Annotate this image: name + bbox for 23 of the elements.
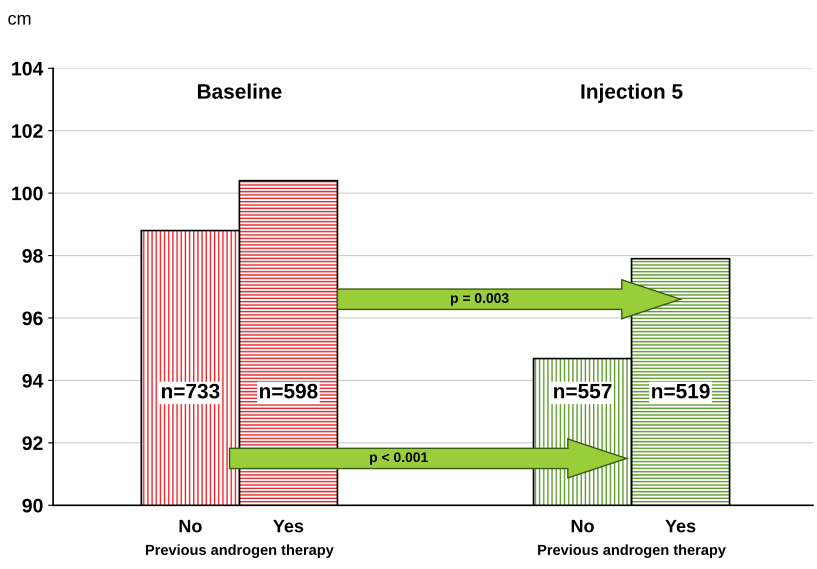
- annotation: Baseline: [198, 84, 282, 99]
- y-tick-label: 92: [22, 436, 43, 450]
- y-tick-label: 104: [12, 62, 44, 76]
- y-tick-label: 94: [22, 374, 44, 388]
- x-tick-label: Yes: [273, 520, 304, 532]
- annotation: Injection 5: [581, 84, 682, 103]
- annotation: p = 0.003: [450, 293, 509, 306]
- annotation: p < 0.001: [370, 452, 428, 465]
- text: Previous androgen therapy: [538, 544, 726, 558]
- x-tick-label: Yes: [665, 520, 696, 532]
- annotation: n=557: [554, 384, 612, 398]
- y-tick-label: 102: [12, 124, 43, 138]
- y-tick-label: 96: [22, 311, 43, 326]
- x-tick-label: No: [572, 520, 594, 532]
- y-tick-label: 100: [12, 186, 43, 200]
- y-tick-label: 90: [22, 498, 43, 513]
- annotation: n=598: [260, 384, 318, 398]
- x-tick-label: No: [180, 520, 202, 532]
- annotation: n=519: [652, 384, 710, 398]
- y-axis-title: cm: [8, 14, 30, 25]
- text: Previous androgen therapy: [146, 544, 334, 558]
- annotation: n=733: [162, 384, 220, 399]
- y-tick-label: 98: [22, 249, 43, 263]
